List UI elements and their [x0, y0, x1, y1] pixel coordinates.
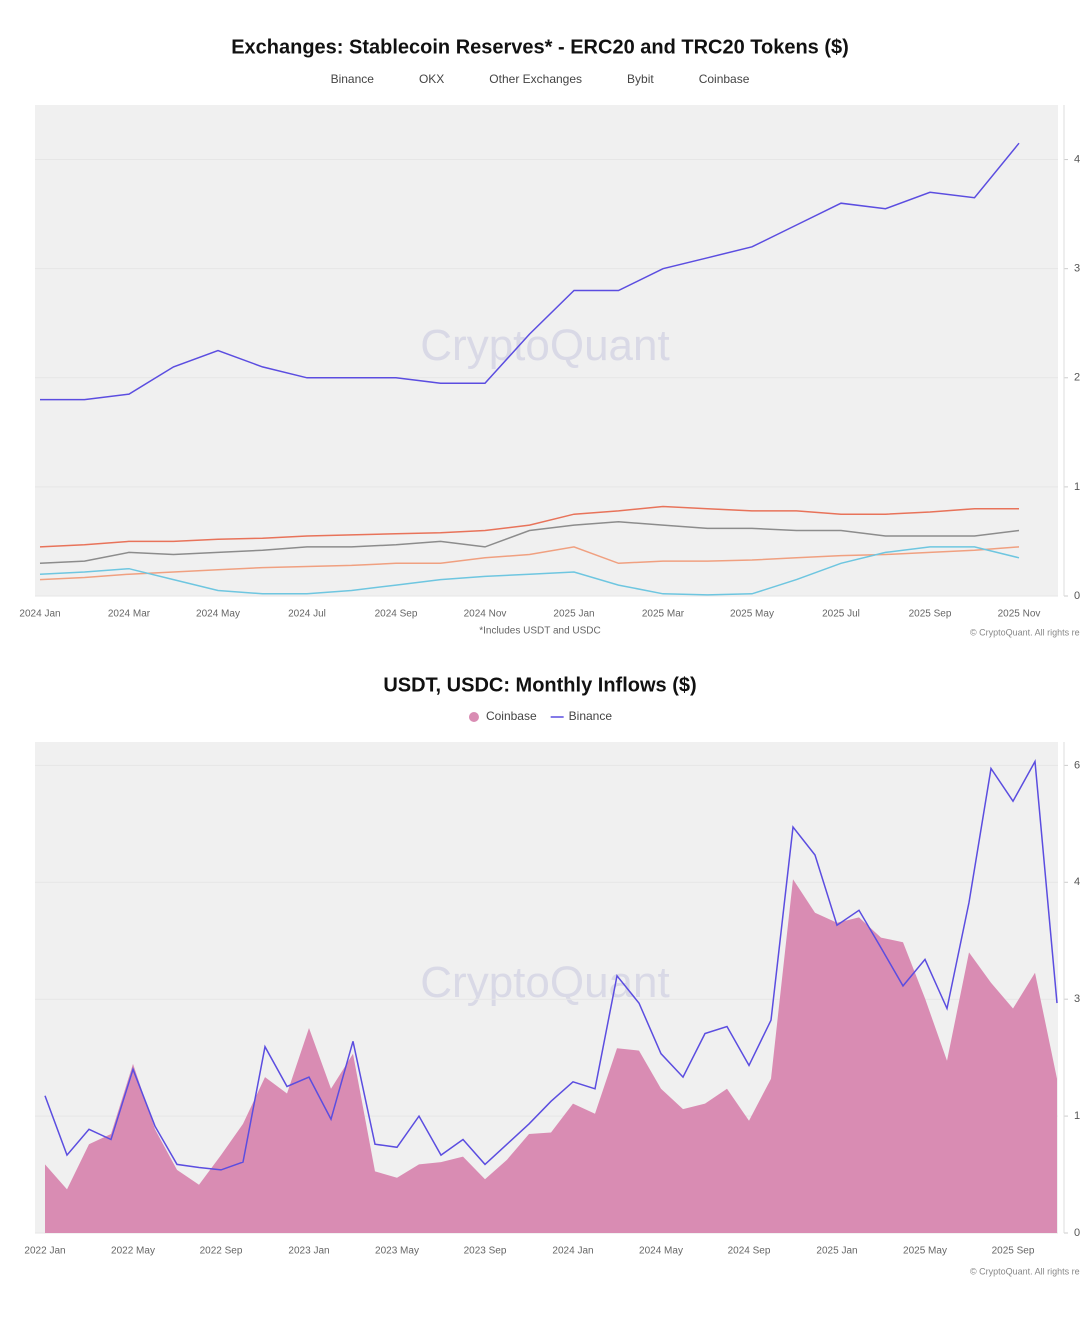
- x-tick-label: 2023 Jan: [288, 1246, 329, 1257]
- x-tick-label: 2025 May: [903, 1246, 947, 1257]
- x-tick-label: 2025 Jul: [822, 609, 860, 620]
- x-tick-label: 2025 Jan: [553, 609, 594, 620]
- y-tick-label: 3: [1074, 993, 1080, 1005]
- legend-label: Coinbase: [699, 72, 750, 86]
- y-tick-label: 6: [1074, 759, 1080, 771]
- x-tick-label: 2024 Sep: [728, 1246, 771, 1257]
- line: [39, 521, 1020, 565]
- credit: © CryptoQuant. All rights reserved.: [970, 1266, 1080, 1276]
- x-tick-label: 2024 Jan: [19, 609, 60, 620]
- x-tick-label: 2025 Mar: [642, 609, 685, 620]
- x-tick-label: 2022 Jan: [24, 1246, 65, 1257]
- x-tick-label: 2024 Nov: [464, 609, 507, 620]
- x-tick-label: 2024 May: [196, 609, 240, 620]
- chart-title: USDT, USDC: Monthly Inflows ($): [383, 674, 696, 696]
- y-tick-label: 0: [1074, 1227, 1080, 1239]
- line: [44, 759, 1058, 1171]
- x-tick-label: 2024 Sep: [375, 609, 418, 620]
- x-tick-label: 2022 Sep: [200, 1246, 243, 1257]
- line: [39, 546, 1020, 596]
- y-tick-label: 1: [1074, 481, 1080, 493]
- x-tick-label: 2024 Jul: [288, 609, 326, 620]
- x-tick-label: 2024 Jan: [552, 1246, 593, 1257]
- x-tick-label: 2023 May: [375, 1246, 419, 1257]
- x-tick-label: 2025 May: [730, 609, 774, 620]
- x-tick-label: 2025 Sep: [992, 1246, 1035, 1257]
- x-tick-label: 2024 May: [639, 1246, 683, 1257]
- footnote: *Includes USDT and USDC: [479, 626, 601, 637]
- watermark: CryptoQuant: [420, 958, 669, 1007]
- x-tick-label: 2025 Jan: [816, 1246, 857, 1257]
- line: [39, 505, 1019, 548]
- x-tick-label: 2025 Nov: [998, 609, 1041, 620]
- y-tick-label: 3: [1074, 263, 1080, 275]
- watermark: CryptoQuant: [420, 321, 669, 370]
- legend-label: Coinbase: [486, 709, 537, 723]
- y-tick-label: 2: [1074, 372, 1080, 384]
- legend-label: Binance: [569, 709, 613, 723]
- y-tick-label: 0: [1074, 590, 1080, 602]
- x-tick-label: 2024 Mar: [108, 609, 151, 620]
- y-tick-label: 4.5: [1074, 876, 1080, 888]
- y-tick-label: 4: [1074, 153, 1080, 165]
- legend-marker: [468, 712, 479, 722]
- legend-label: OKX: [419, 72, 444, 86]
- chart-title: Exchanges: Stablecoin Reserves* - ERC20 …: [231, 36, 849, 58]
- area: [45, 879, 1057, 1233]
- x-tick-label: 2022 May: [111, 1246, 155, 1257]
- line: [40, 142, 1020, 401]
- y-tick-label: 1.5: [1074, 1110, 1080, 1122]
- line: [39, 546, 1020, 581]
- x-tick-label: 2025 Sep: [909, 609, 952, 620]
- legend-label: Binance: [331, 72, 375, 86]
- legend-label: Other Exchanges: [489, 72, 582, 86]
- credit: © CryptoQuant. All rights reserved.: [970, 627, 1080, 637]
- legend-label: Bybit: [627, 72, 654, 86]
- x-tick-label: 2023 Sep: [464, 1246, 507, 1257]
